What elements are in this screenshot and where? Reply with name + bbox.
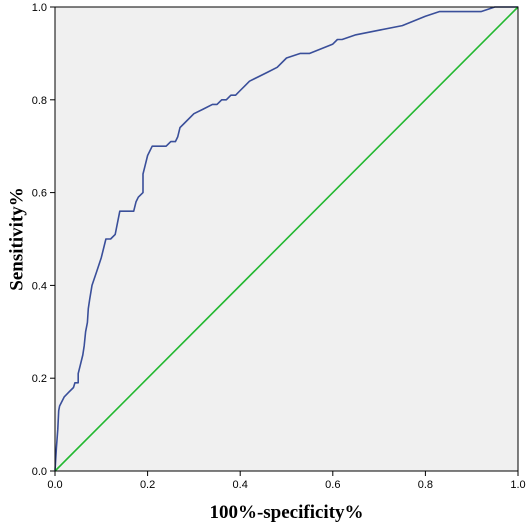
- x-tick-label: 0.6: [325, 479, 340, 491]
- reference-diagonal-line: [54, 6, 519, 472]
- y-tick-label: 0.4: [32, 280, 47, 292]
- x-tick-label: 0.2: [140, 479, 155, 491]
- x-tick-label: 1.0: [510, 479, 525, 491]
- x-axis-ticks: 0.0 0.2 0.4 0.6 0.8 1.0: [47, 471, 526, 491]
- y-axis-title: Sensitivity%: [6, 187, 27, 290]
- roc-curve-line: [54, 6, 518, 472]
- x-tick-label: 0.0: [47, 479, 62, 491]
- series-layer: [54, 6, 519, 472]
- y-tick-label: 0.2: [32, 373, 47, 385]
- x-tick-label: 0.4: [233, 479, 248, 491]
- x-tick-label: 0.8: [418, 479, 433, 491]
- y-axis-ticks: 0.0 0.2 0.4 0.6 0.8 1.0: [32, 2, 55, 478]
- y-tick-label: 0.6: [32, 188, 47, 200]
- y-tick-label: 0.0: [32, 466, 47, 478]
- plot-frame: [54, 6, 519, 472]
- y-tick-label: 0.8: [32, 95, 47, 107]
- x-axis-title: 100%-specificity%: [209, 502, 363, 523]
- y-tick-label: 1.0: [32, 2, 47, 14]
